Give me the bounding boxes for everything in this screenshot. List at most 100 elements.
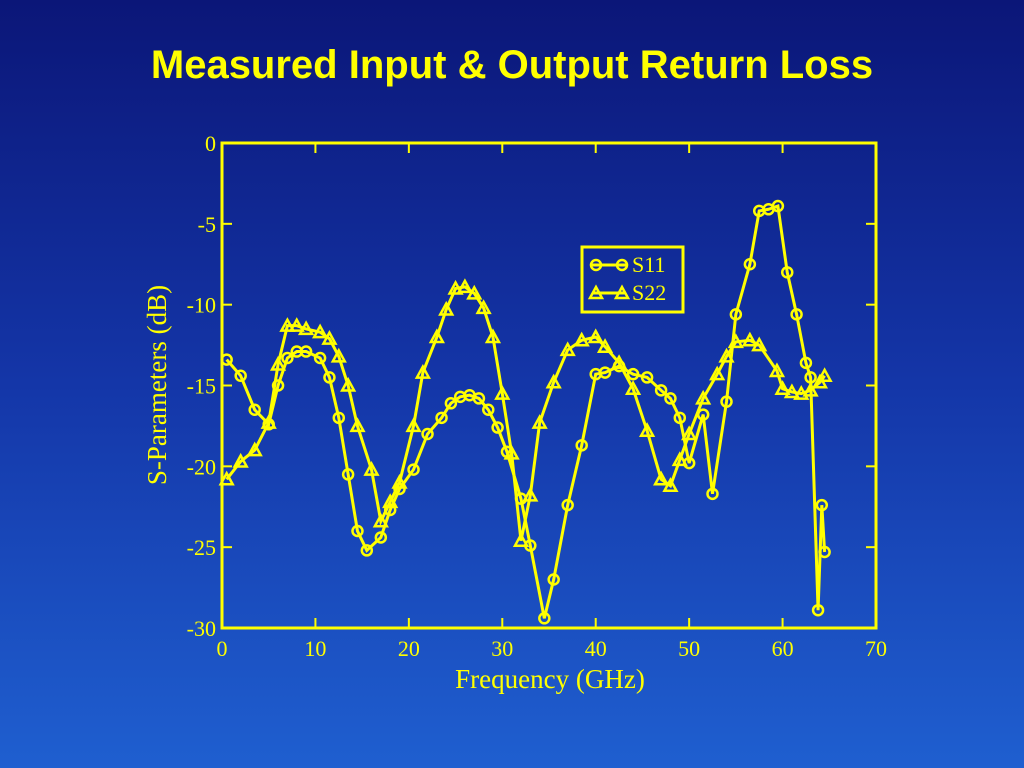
y-axis-label: S-Parameters (dB) [142, 285, 172, 485]
circle-marker [790, 308, 803, 321]
circle-marker [271, 379, 285, 392]
triangle-marker [624, 380, 642, 395]
triangle-marker [783, 383, 801, 399]
circle-marker [444, 397, 458, 410]
circle-marker [435, 411, 448, 425]
y-tick-label: -30 [187, 616, 216, 641]
triangle-marker [340, 376, 357, 392]
x-tick-label: 60 [772, 636, 794, 661]
circle-marker [743, 258, 757, 271]
triangle-marker [232, 452, 249, 468]
triangle-marker [447, 279, 464, 295]
circle-marker [771, 199, 785, 213]
circle-marker [589, 258, 603, 272]
triangle-marker [638, 422, 656, 438]
triangle-marker [330, 347, 347, 363]
triangle-marker [727, 333, 744, 349]
y-tick-label: -15 [187, 374, 216, 399]
circle-marker [332, 411, 346, 425]
triangle-marker [405, 417, 422, 433]
triangle-marker [288, 317, 305, 332]
x-tick-label: 50 [678, 636, 700, 661]
triangle-marker [522, 486, 539, 502]
triangle-marker [297, 320, 315, 336]
circle-marker [220, 353, 233, 366]
circle-marker [351, 524, 364, 538]
triangle-marker [613, 284, 631, 300]
circle-marker [654, 384, 668, 397]
triangle-marker [751, 336, 768, 352]
circle-marker [360, 544, 374, 557]
triangle-marker [438, 300, 455, 316]
circle-marker [640, 371, 654, 384]
triangle-marker [802, 381, 819, 397]
circle-marker [811, 603, 825, 617]
triangle-marker [503, 444, 520, 460]
triangle-marker [741, 331, 758, 347]
triangle-marker [545, 373, 562, 389]
circle-marker [248, 403, 261, 416]
triangle-marker [311, 323, 329, 339]
triangle-marker [512, 532, 530, 547]
triangle-marker [653, 470, 670, 486]
x-tick-label: 40 [585, 636, 607, 661]
triangle-marker [456, 278, 474, 294]
chart-title: Measured Input & Output Return Loss [151, 43, 873, 87]
series-line [225, 204, 827, 619]
circle-marker [538, 612, 551, 625]
circle-marker [472, 392, 486, 405]
y-tick-label: -20 [187, 454, 216, 479]
series-line [225, 285, 826, 542]
x-tick-label: 10 [304, 636, 326, 661]
circle-marker [421, 427, 434, 441]
circle-marker [234, 369, 247, 383]
triangle-marker [372, 512, 389, 528]
triangle-marker [816, 367, 833, 383]
circle-marker [575, 439, 588, 452]
circle-marker [720, 395, 733, 408]
triangle-marker [587, 284, 605, 300]
circle-marker [706, 487, 719, 501]
triangle-marker [391, 473, 408, 489]
triangle-marker [709, 365, 726, 381]
triangle-marker [681, 425, 698, 441]
triangle-marker [475, 299, 492, 315]
circle-marker [561, 498, 574, 512]
triangle-marker [587, 328, 604, 344]
circle-marker [341, 468, 355, 481]
legend-label: S11 [632, 252, 665, 277]
triangle-marker [494, 384, 511, 400]
circle-marker [799, 356, 813, 370]
y-tick-label: 0 [205, 131, 216, 156]
circle-marker [673, 411, 687, 425]
triangle-marker [363, 460, 380, 476]
x-tick-label: 20 [398, 636, 420, 661]
triangle-marker [610, 354, 628, 370]
triangle-marker [596, 338, 614, 353]
legend-box [580, 245, 685, 314]
triangle-marker [321, 330, 338, 345]
triangle-marker [466, 284, 483, 300]
circle-marker [818, 545, 831, 559]
circle-marker [323, 371, 336, 384]
circle-marker [780, 266, 794, 279]
triangle-marker [218, 470, 235, 486]
y-tick-label: -10 [187, 293, 216, 318]
legend-label: S22 [632, 280, 666, 305]
circle-marker [729, 308, 743, 321]
circle-marker [547, 573, 560, 586]
triangle-marker [279, 317, 296, 332]
y-tick-label: -5 [198, 212, 216, 237]
y-tick-label: -25 [187, 535, 216, 560]
triangle-marker [774, 380, 791, 395]
triangle-marker [573, 331, 590, 347]
circle-marker [482, 403, 495, 416]
triangle-marker [671, 451, 688, 467]
triangle-marker [793, 384, 810, 400]
triangle-marker [414, 363, 431, 379]
x-tick-label: 0 [217, 636, 228, 661]
circle-marker [815, 498, 829, 512]
triangle-marker [428, 328, 445, 344]
